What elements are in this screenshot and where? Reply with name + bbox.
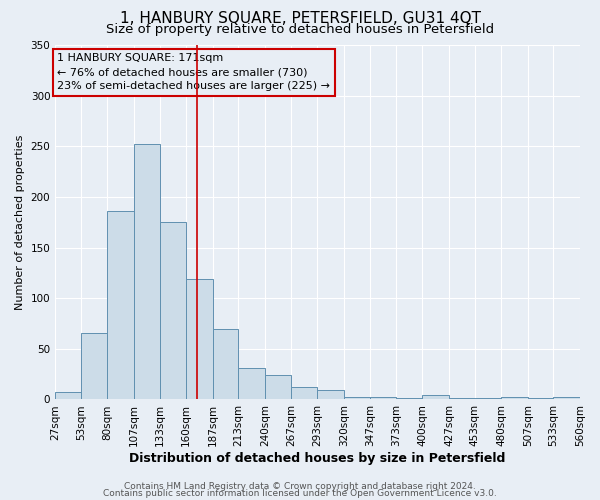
Text: Contains HM Land Registry data © Crown copyright and database right 2024.: Contains HM Land Registry data © Crown c… (124, 482, 476, 491)
Bar (265, 375, 292, 400)
Bar (186, 279, 213, 400)
Bar (370, 398, 396, 400)
Bar (213, 328, 238, 400)
Bar (238, 368, 265, 400)
Bar (501, 398, 528, 400)
Bar (81, 332, 107, 400)
X-axis label: Distribution of detached houses by size in Petersfield: Distribution of detached houses by size … (130, 452, 506, 465)
Bar (134, 144, 160, 400)
Bar (528, 398, 553, 400)
Text: 1, HANBURY SQUARE, PETERSFIELD, GU31 4QT: 1, HANBURY SQUARE, PETERSFIELD, GU31 4QT (119, 11, 481, 26)
Bar (449, 398, 475, 400)
Text: 1 HANBURY SQUARE: 171sqm
← 76% of detached houses are smaller (730)
23% of semi-: 1 HANBURY SQUARE: 171sqm ← 76% of detach… (57, 53, 330, 91)
Text: Size of property relative to detached houses in Petersfield: Size of property relative to detached ho… (106, 22, 494, 36)
Bar (317, 390, 344, 400)
Bar (55, 392, 81, 400)
Bar (344, 398, 370, 400)
Bar (422, 396, 449, 400)
Bar (160, 222, 186, 400)
Bar (107, 211, 134, 400)
Bar (553, 398, 580, 400)
Bar (475, 398, 501, 400)
Text: Contains public sector information licensed under the Open Government Licence v3: Contains public sector information licen… (103, 489, 497, 498)
Y-axis label: Number of detached properties: Number of detached properties (15, 134, 25, 310)
Bar (292, 388, 317, 400)
Bar (396, 398, 422, 400)
